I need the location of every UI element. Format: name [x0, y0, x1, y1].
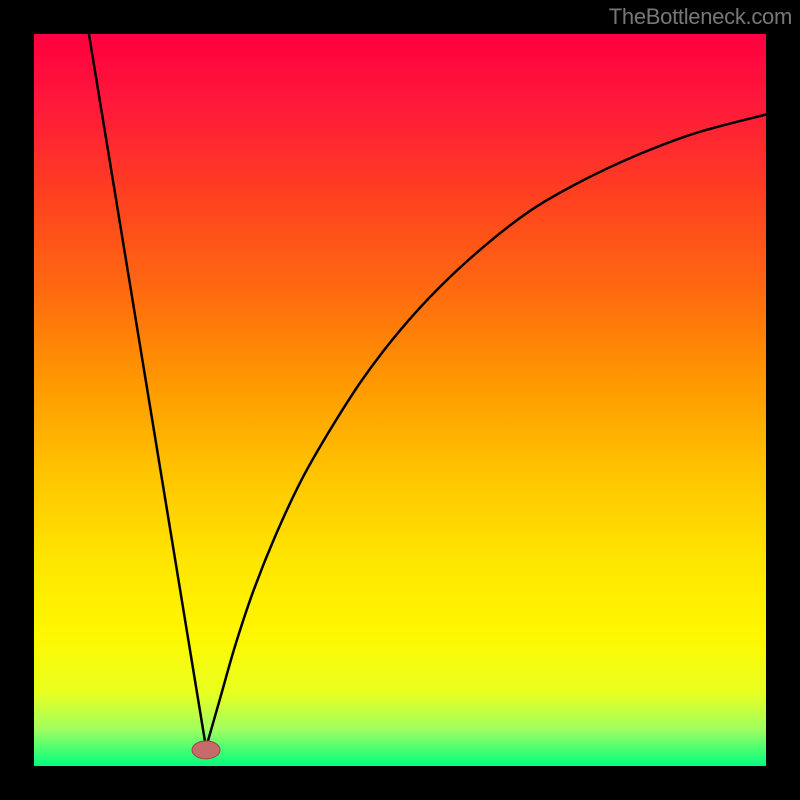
- chart-container: { "watermark": { "text": "TheBottleneck.…: [0, 0, 800, 800]
- optimum-marker: [192, 741, 220, 759]
- watermark-text: TheBottleneck.com: [609, 4, 792, 30]
- plot-background: [34, 34, 766, 766]
- bottleneck-chart: [0, 0, 800, 800]
